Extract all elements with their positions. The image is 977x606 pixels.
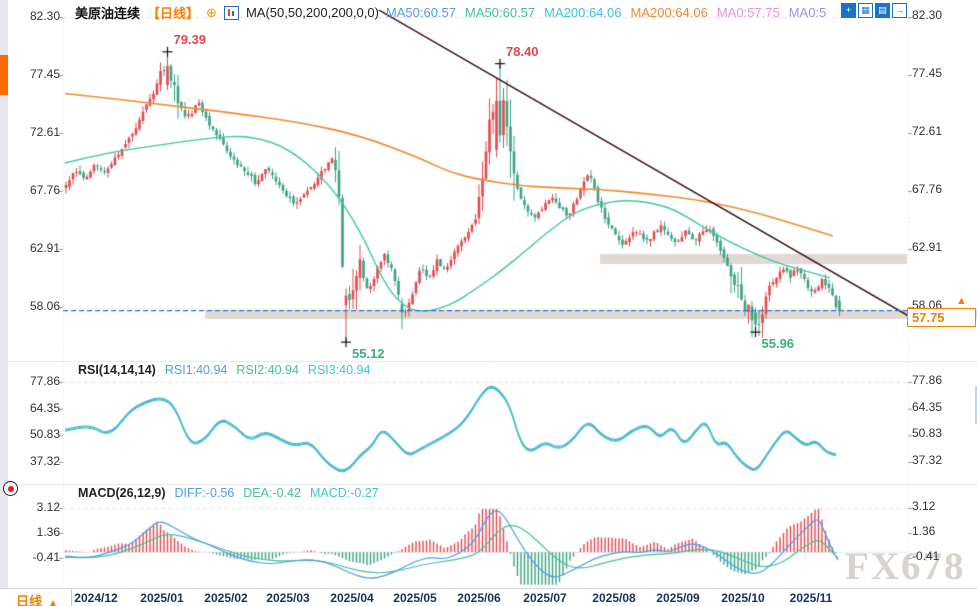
x-axis-date-label: 2025/11	[789, 591, 833, 605]
ma-value-label: MA200:64.06	[544, 5, 622, 20]
chart-header: 美原油连续 【日线】 ⊕ MA(50,50,200,200,0,0) MA50:…	[75, 3, 826, 22]
x-axis-date-label: 2025/09	[656, 591, 700, 605]
indicator-window-icon[interactable]: ▤	[875, 3, 890, 18]
symbol-name: 美原油连续	[75, 6, 141, 21]
candlestick-chart-icon[interactable]	[223, 5, 239, 20]
date-bar-divider	[71, 589, 72, 606]
rsi-value-label: RSI1:40.94	[164, 363, 228, 377]
ma-value-label: MA50:60.57	[385, 5, 457, 20]
x-axis-date-label: 2025/08	[592, 591, 636, 605]
x-axis-date-label: 2025/02	[204, 591, 248, 605]
detach-window-icon[interactable]: →	[892, 3, 907, 18]
move-icon[interactable]: +	[841, 3, 856, 18]
ma-value-label: MA200:64.06	[630, 5, 708, 20]
x-axis-date-label: 2025/06	[457, 591, 501, 605]
chart-toolbar: + ▦ ▤ →	[841, 3, 907, 18]
macd-title[interactable]: MACD(26,12,9)	[78, 486, 166, 500]
left-strip-active-segment	[0, 55, 8, 95]
macd-value-label: DEA:-0.42	[243, 486, 301, 500]
watermark-logo: FX678	[845, 545, 966, 588]
period-selector[interactable]: 日线 ▲	[16, 591, 58, 606]
x-axis-date-label: 2025/05	[393, 591, 437, 605]
x-axis-date-label: 2025/07	[523, 591, 567, 605]
price-up-arrow-icon: ▲	[956, 295, 967, 307]
ma-values: MA50:60.57 MA50:60.57 MA200:64.06 MA200:64.…	[386, 5, 826, 20]
macd-value-label: MACD:-0.27	[309, 486, 379, 500]
right-scrollbar-thumb[interactable]	[975, 386, 977, 424]
macd-value-label: DIFF:-0.56	[174, 486, 235, 500]
rsi-title[interactable]: RSI(14,14,14)	[78, 363, 156, 377]
x-axis-date-label: 2025/03	[266, 591, 310, 605]
ma-value-label: MA0:5	[788, 5, 827, 20]
period-tag[interactable]: 【日线】	[147, 6, 200, 21]
axis-scale-icon[interactable]: ▦	[858, 3, 873, 18]
macd-values: DIFF:-0.56 DEA:-0.42 MACD:-0.27	[175, 486, 379, 500]
x-axis-date-label: 2025/01	[140, 591, 184, 605]
rsi-value-label: RSI3:40.94	[307, 363, 371, 377]
ma-value-label: MA50:60.57	[465, 5, 536, 20]
add-indicator-icon[interactable]: ⊕	[206, 4, 217, 20]
x-axis-date-label: 2024/12	[74, 591, 118, 605]
ma-formula: MA(50,50,200,200,0,0)	[245, 5, 379, 20]
record-live-icon[interactable]	[3, 481, 18, 496]
ma-value-label: MA0:57.75	[716, 5, 780, 20]
x-axis-date-label: 2025/10	[721, 591, 765, 605]
left-scroll-strip[interactable]	[0, 0, 8, 606]
period-selector-label: 日线	[16, 594, 43, 606]
rsi-values: RSI1:40.94 RSI2:40.94 RSI3:40.94	[165, 363, 371, 377]
macd-header: MACD(26,12,9) DIFF:-0.56 DEA:-0.42 MACD:-0…	[78, 486, 379, 500]
rsi-header: RSI(14,14,14) RSI1:40.94 RSI2:40.94 RSI3:4…	[78, 363, 370, 377]
x-axis-bar: 日线 ▲ 2024/12 2025/01 2025/02 2025/03 2025/04 2…	[0, 588, 977, 606]
rsi-value-label: RSI2:40.94	[236, 363, 299, 377]
current-price-tag: 57.75	[907, 308, 976, 327]
x-axis-date-label: 2025/04	[330, 591, 374, 605]
period-dropdown-arrow-icon: ▲	[48, 598, 58, 606]
